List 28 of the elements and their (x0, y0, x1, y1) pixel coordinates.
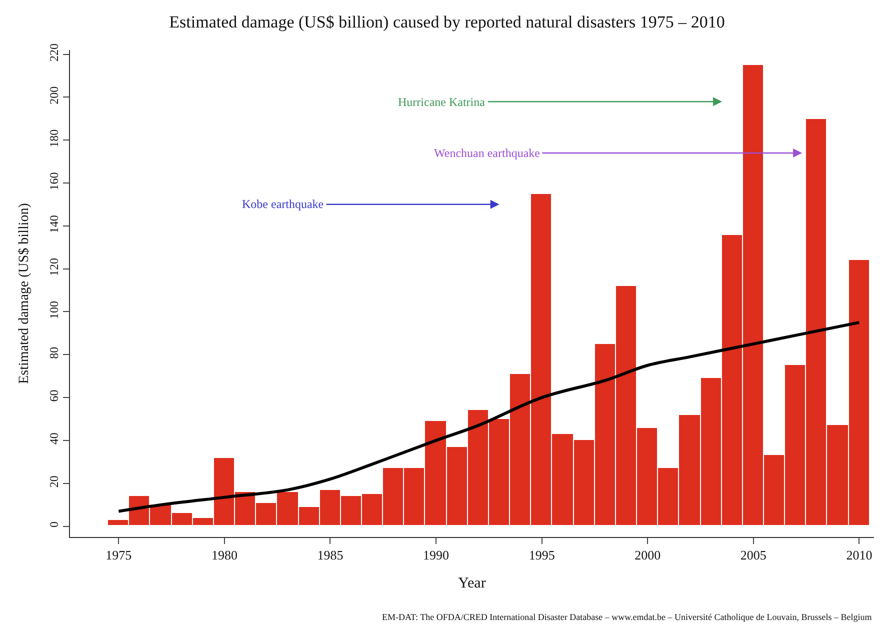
x-tick-label: 1990 (423, 548, 450, 563)
x-tick-label: 1975 (106, 548, 132, 563)
line-series (117, 320, 861, 513)
text: EM-DAT: The OFDA/CRED International Disaster Database – www.emdat.be – Université Catholique de Louvain, Brussels – Belgium (382, 612, 872, 622)
y-tick-label: 20 (47, 476, 62, 488)
y-tick-label: 80 (47, 346, 62, 359)
x-tick-label: 1995 (528, 548, 555, 563)
y-tick-label: 180 (47, 129, 62, 148)
annotation: Hurricane Katrina (398, 95, 486, 109)
x-tick-label: 1980 (211, 548, 238, 563)
x-axis-title: Year (458, 576, 486, 592)
x-tick-label: 2010 (846, 548, 872, 563)
y-tick-label: 60 (47, 390, 62, 402)
annotation: Wenchuan earthquake (434, 146, 540, 160)
chart-title: Estimated damage (US$ billion) caused by reported natural disasters 1975 – 2010 (169, 12, 725, 32)
y-tick-label: 0 (47, 521, 62, 528)
y-tick-label: 120 (47, 258, 62, 276)
y-tick-label: 40 (47, 432, 62, 445)
x-tick-label: 2000 (634, 548, 661, 563)
annotation: Kobe earthquake (242, 197, 324, 211)
y-tick-label: 100 (47, 300, 62, 319)
x-tick-label: 1985 (317, 548, 344, 563)
x-tick-label: 2005 (740, 548, 766, 563)
y-tick-label: 160 (47, 172, 62, 190)
y-axis-title: Estimated damage (US$ billion) (16, 202, 32, 384)
y-tick-label: 200 (47, 86, 62, 104)
y-tick-label: 220 (47, 43, 62, 62)
y-tick-label: 140 (47, 215, 62, 234)
